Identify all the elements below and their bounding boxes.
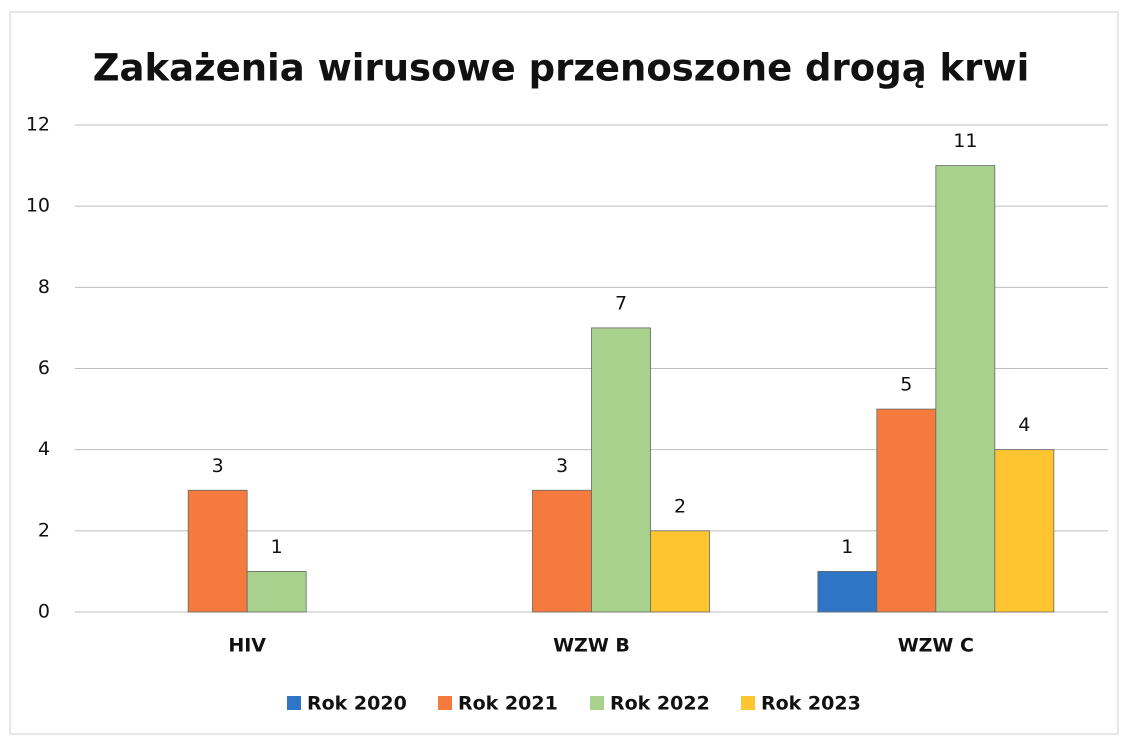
- y-tick-label: 10: [26, 195, 50, 217]
- chart-frame: [9, 11, 1119, 735]
- legend-label: Rok 2023: [761, 693, 861, 715]
- bar: [876, 408, 937, 613]
- legend-swatch: [590, 696, 604, 710]
- y-tick-label: 8: [38, 276, 50, 298]
- data-label: 2: [674, 495, 686, 517]
- chart-title: Zakażenia wirusowe przenoszone drogą krw…: [93, 47, 1030, 90]
- data-label: 1: [271, 536, 283, 558]
- data-label: 3: [212, 455, 224, 477]
- data-label: 1: [841, 536, 853, 558]
- data-label: 3: [556, 455, 568, 477]
- legend-label: Rok 2022: [610, 693, 710, 715]
- y-tick-label: 0: [38, 601, 50, 623]
- bar: [935, 165, 996, 613]
- legend-label: Rok 2020: [307, 693, 407, 715]
- y-tick-label: 4: [38, 438, 50, 460]
- legend-label: Rok 2021: [458, 693, 558, 715]
- bar: [994, 449, 1055, 613]
- data-label: 7: [615, 292, 627, 314]
- bar: [532, 489, 592, 613]
- data-label: 5: [900, 374, 912, 396]
- legend-swatch: [438, 696, 452, 710]
- bar: [246, 571, 307, 613]
- x-tick-label: HIV: [228, 635, 266, 657]
- data-label: 4: [1018, 414, 1030, 436]
- y-tick-label: 6: [38, 357, 50, 379]
- y-tick-label: 2: [38, 519, 50, 541]
- bar: [817, 571, 878, 613]
- x-tick-label: WZW C: [898, 635, 974, 657]
- x-tick-label: WZW B: [553, 635, 630, 657]
- legend-swatch: [741, 696, 755, 710]
- bar: [187, 489, 248, 613]
- data-label: 11: [953, 130, 977, 152]
- bar: [591, 327, 651, 613]
- y-tick-label: 12: [26, 114, 50, 136]
- legend-swatch: [287, 696, 301, 710]
- bar: [650, 530, 710, 613]
